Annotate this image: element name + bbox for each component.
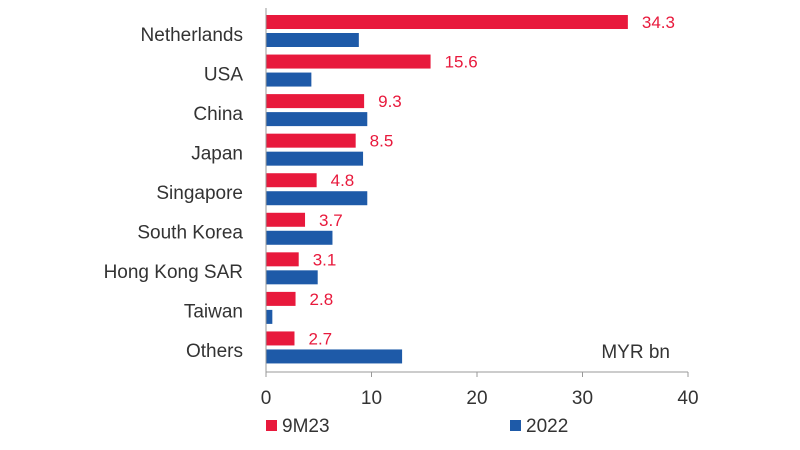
category-label: USA	[204, 64, 243, 85]
category-label: Hong Kong SAR	[104, 262, 243, 283]
legend-label-2022: 2022	[526, 416, 568, 437]
bar-2022	[266, 191, 368, 206]
bar-9m23	[266, 54, 431, 69]
value-label-9m23: 3.7	[319, 211, 343, 230]
bar-9m23	[266, 212, 306, 227]
value-label-9m23: 15.6	[445, 53, 478, 72]
bar-2022	[266, 33, 359, 47]
category-label: Others	[186, 341, 243, 362]
value-label-9m23: 34.3	[642, 13, 675, 32]
legend: 9M23 2022	[266, 416, 568, 437]
value-label-9m23: 4.8	[331, 171, 355, 190]
legend-swatch-2022	[510, 420, 521, 431]
legend-swatch-9m23	[266, 420, 277, 431]
unit-label: MYR bn	[601, 342, 670, 363]
category-label: Singapore	[156, 183, 243, 204]
x-axis-ticks: 0 10 20 30 40	[261, 372, 699, 409]
x-tick-label: 40	[677, 388, 698, 409]
value-label-9m23: 3.1	[313, 250, 337, 269]
value-label-9m23: 9.3	[378, 92, 402, 111]
bar-2022	[266, 72, 312, 87]
x-tick-label: 20	[466, 388, 487, 409]
category-label: Netherlands	[141, 25, 243, 46]
bar-2022	[266, 112, 368, 127]
bar-9m23	[266, 133, 356, 148]
bar-9m23	[266, 331, 295, 346]
x-tick-label: 30	[572, 388, 593, 409]
category-label: South Korea	[137, 223, 243, 244]
bar-9m23	[266, 252, 299, 267]
bar-2022	[266, 230, 333, 245]
bar-9m23	[266, 173, 317, 188]
value-labels: 34.3 15.6 9.3 8.5 4.8 3.7 3.1 2.8 2.7	[308, 13, 674, 348]
category-label: Japan	[191, 143, 243, 164]
value-label-9m23: 2.7	[308, 329, 332, 348]
category-label: Taiwan	[184, 302, 243, 323]
value-label-9m23: 2.8	[310, 290, 334, 309]
bars	[266, 15, 628, 364]
bar-2022	[266, 270, 318, 285]
bar-2022	[266, 349, 403, 364]
bar-9m23	[266, 15, 628, 29]
bar-9m23	[266, 291, 296, 306]
bar-2022	[266, 309, 273, 324]
bar-9m23	[266, 94, 365, 109]
category-labels: Netherlands USA China Japan Singapore South K…	[104, 25, 244, 362]
category-label: China	[193, 104, 243, 125]
legend-label-9m23: 9M23	[282, 416, 330, 437]
x-tick-label: 0	[261, 388, 272, 409]
x-tick-label: 10	[361, 388, 382, 409]
bar-2022	[266, 151, 364, 166]
value-label-9m23: 8.5	[370, 132, 394, 151]
